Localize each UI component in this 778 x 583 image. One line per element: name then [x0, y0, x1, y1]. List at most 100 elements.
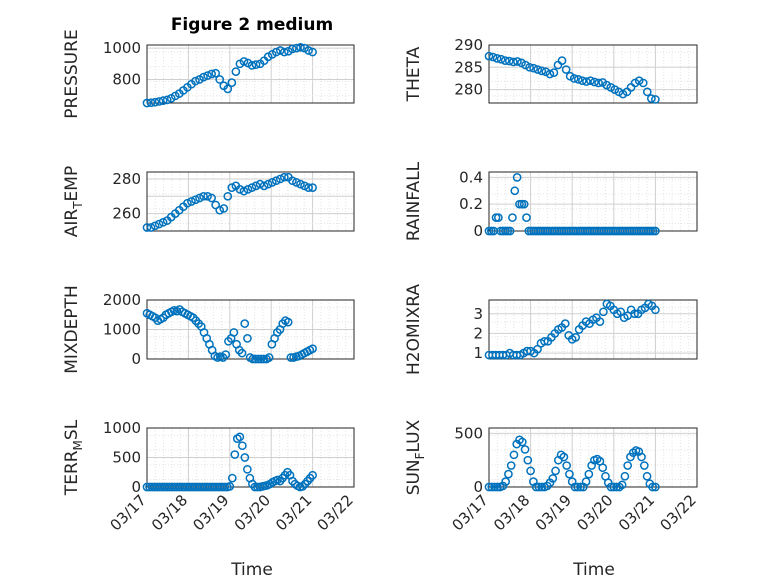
y-tick-label: 800: [112, 70, 141, 88]
axes-frame: [488, 427, 698, 488]
data-point: [195, 193, 204, 203]
data-point: [199, 191, 208, 201]
data-point: [142, 98, 152, 108]
data-point: [207, 193, 216, 203]
data-point: [225, 482, 235, 491]
data-point: [220, 482, 230, 492]
subplot-4: 0 0.2 0.4 RAINFALL: [404, 161, 698, 241]
data-point: [150, 97, 160, 107]
data-point: [199, 72, 208, 82]
y-axis-label: MIXDEPTH: [62, 285, 82, 374]
axes-frame: [146, 171, 355, 232]
data-point: [523, 455, 533, 465]
data-point: [231, 67, 241, 76]
data-point: [251, 181, 261, 191]
y-axis-label: H2OMIXRA: [404, 284, 424, 375]
data-point: [203, 71, 212, 80]
y-tick-label: 1000: [103, 39, 141, 57]
data-point: [651, 482, 660, 492]
axes-frame: [488, 44, 698, 104]
data-point: [247, 61, 257, 70]
data-point: [229, 328, 239, 337]
data-point: [308, 47, 317, 57]
data-point: [513, 57, 522, 66]
data-point: [191, 195, 200, 205]
data-point: [537, 66, 547, 76]
data-point: [496, 54, 506, 64]
subplot-3: 260 280 AIRTEMP: [62, 166, 355, 237]
data-point: [227, 473, 237, 483]
x-tick-label: 03/20: [231, 491, 274, 534]
data-point: [243, 464, 252, 474]
data-point: [545, 478, 555, 488]
data-point: [623, 461, 633, 470]
x-tick-label: 03/21: [615, 491, 658, 534]
data-point: [239, 186, 249, 196]
data-point: [158, 217, 168, 227]
data-point: [525, 62, 534, 72]
y-tick-label: 500: [454, 424, 483, 442]
data-point: [142, 223, 152, 232]
data-point: [500, 56, 510, 65]
subplot-8: 0 500 SUNFLUX 03/1703/1803/1903/2003/2103/2…: [404, 419, 700, 534]
data-point: [577, 76, 587, 86]
data-point: [571, 333, 581, 342]
data-point: [484, 51, 494, 61]
data-point: [581, 477, 591, 486]
data-point: [288, 44, 297, 54]
x-tick-label: 03/22: [657, 491, 700, 534]
data-point: [529, 63, 538, 73]
data-point: [256, 354, 266, 364]
data-point: [146, 223, 156, 232]
data-point: [651, 305, 660, 315]
x-tick-label: 03/22: [314, 491, 357, 534]
data-point: [584, 469, 594, 479]
data-point: [504, 469, 513, 479]
y-axis-label: SUNFLUX: [404, 419, 427, 495]
data-point: [240, 319, 250, 328]
data-point: [251, 60, 261, 69]
data-point: [207, 69, 216, 79]
data-point: [508, 213, 517, 222]
data-point: [537, 482, 547, 492]
data-point: [551, 466, 560, 476]
data-point: [264, 353, 274, 362]
data-point: [620, 471, 630, 481]
data-point: [576, 482, 585, 492]
data-point: [492, 54, 502, 63]
y-tick-label: 0: [131, 478, 141, 496]
data-point: [651, 95, 660, 104]
data-point: [259, 354, 269, 364]
y-tick-label: 2000: [103, 291, 141, 309]
data-point: [519, 199, 529, 209]
x-axis-label-left: Time: [230, 560, 273, 580]
data-point: [590, 77, 599, 87]
data-point: [638, 78, 648, 88]
data-point: [215, 75, 225, 84]
data-point: [221, 350, 231, 359]
data-point: [187, 197, 196, 206]
plot-area: [147, 172, 354, 231]
data-point: [534, 482, 544, 492]
y-tick-label: 0.2: [459, 195, 483, 213]
subplot-1: 800 1000 PRESSURE: [62, 29, 355, 119]
data-point: [203, 191, 212, 201]
data-point: [573, 482, 583, 492]
data-point: [642, 87, 652, 97]
y-axis-label: THETA: [404, 46, 424, 102]
data-point: [490, 482, 499, 492]
data-point: [498, 481, 508, 491]
y-tick-label: 1: [473, 344, 483, 362]
data-point: [520, 445, 530, 454]
data-point: [642, 471, 652, 481]
data-point: [223, 84, 233, 94]
subplot-5: 0 1000 2000 MIXDEPTH: [62, 285, 355, 374]
subplot-7: 0 500 1000 TERRMSL 03/1703/1803/1903/2003/21…: [62, 419, 357, 534]
data-point: [505, 226, 515, 236]
data-point: [300, 181, 309, 191]
data-point: [501, 477, 510, 486]
y-tick-label: 1000: [103, 321, 141, 339]
data-point: [586, 76, 595, 86]
subplot-2: 280 285 290 THETA: [404, 36, 698, 104]
